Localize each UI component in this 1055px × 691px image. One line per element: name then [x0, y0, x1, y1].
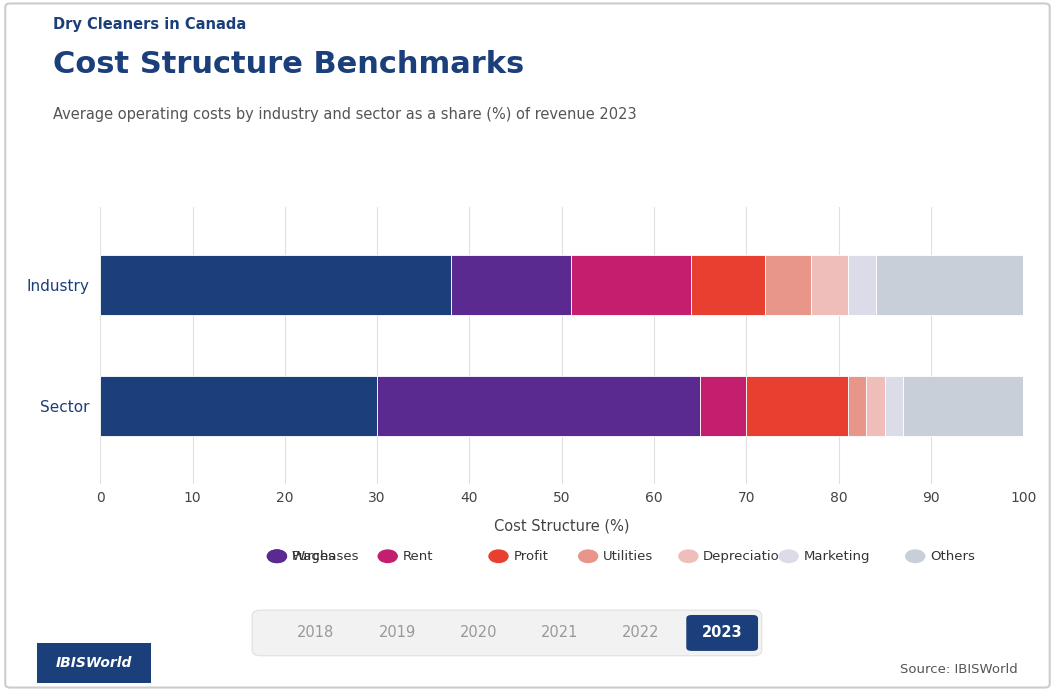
- Bar: [903, 375, 1023, 435]
- Text: Rent: Rent: [403, 550, 433, 562]
- Bar: [765, 256, 811, 316]
- Text: 2023: 2023: [702, 625, 743, 640]
- Bar: [885, 375, 903, 435]
- Bar: [848, 375, 866, 435]
- Text: Cost Structure Benchmarks: Cost Structure Benchmarks: [53, 50, 524, 79]
- Text: Dry Cleaners in Canada: Dry Cleaners in Canada: [53, 17, 246, 32]
- Text: Average operating costs by industry and sector as a share (%) of revenue 2023: Average operating costs by industry and …: [53, 107, 636, 122]
- Bar: [876, 256, 1023, 316]
- Text: 2020: 2020: [460, 625, 497, 640]
- Text: 2021: 2021: [541, 625, 578, 640]
- Bar: [848, 256, 876, 316]
- Bar: [571, 256, 691, 316]
- Text: Utilities: Utilities: [603, 550, 653, 562]
- Text: Others: Others: [931, 550, 975, 562]
- Bar: [691, 256, 765, 316]
- Bar: [100, 375, 378, 435]
- FancyBboxPatch shape: [32, 641, 156, 685]
- Text: Purchases: Purchases: [291, 550, 359, 562]
- Bar: [378, 375, 701, 435]
- X-axis label: Cost Structure (%): Cost Structure (%): [494, 518, 630, 533]
- Bar: [452, 256, 571, 316]
- Text: Marketing: Marketing: [804, 550, 870, 562]
- Text: 2019: 2019: [379, 625, 416, 640]
- Text: 2018: 2018: [298, 625, 334, 640]
- Bar: [866, 375, 885, 435]
- Text: Depreciation: Depreciation: [704, 550, 788, 562]
- Bar: [701, 375, 747, 435]
- Text: 2022: 2022: [622, 625, 659, 640]
- Text: IBISWorld: IBISWorld: [56, 656, 132, 670]
- Bar: [747, 375, 848, 435]
- Text: Profit: Profit: [513, 550, 549, 562]
- Bar: [811, 256, 848, 316]
- Bar: [100, 256, 452, 316]
- Text: Wages: Wages: [291, 550, 335, 562]
- Text: Source: IBISWorld: Source: IBISWorld: [900, 663, 1018, 676]
